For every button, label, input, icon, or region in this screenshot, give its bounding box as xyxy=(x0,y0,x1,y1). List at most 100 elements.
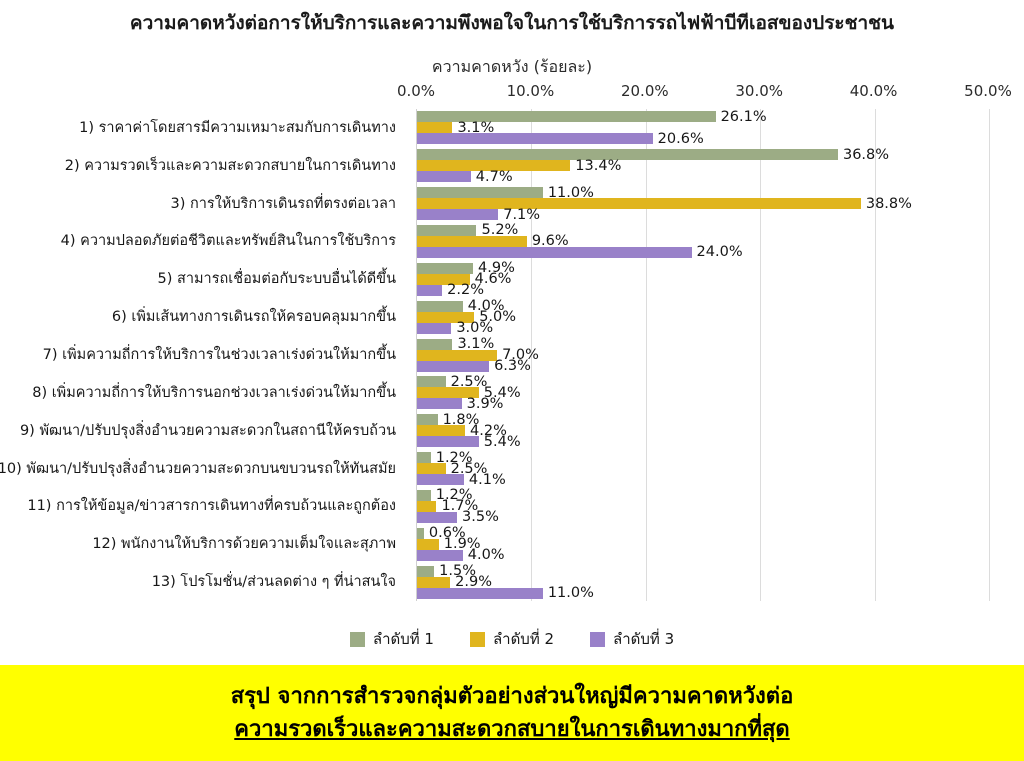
bar[interactable] xyxy=(417,149,838,161)
bar-row: 3.1% xyxy=(417,336,988,352)
bar-value-label: 2.5% xyxy=(450,373,488,390)
bar[interactable] xyxy=(417,273,470,285)
legend-swatch xyxy=(349,631,365,647)
bar-row: 0.6% xyxy=(417,525,988,541)
category-label: 12) พนักงานให้บริการด้วยความเต็มใจและสุภ… xyxy=(92,535,396,552)
bar[interactable] xyxy=(417,198,861,210)
bar[interactable] xyxy=(417,360,490,372)
bar-value-label: 38.8% xyxy=(865,195,912,212)
bar-value-label: 3.1% xyxy=(457,336,495,352)
bar[interactable] xyxy=(417,474,464,486)
summary-line-2: ความรวดเร็วและความสะดวกสบายในการเดินทางม… xyxy=(234,717,790,742)
bar[interactable] xyxy=(417,538,439,550)
bar-group: 1.2% 2.5% 4.1% xyxy=(417,449,988,488)
bar[interactable] xyxy=(417,376,446,388)
bar[interactable] xyxy=(417,565,435,577)
legend-item[interactable]: ลำดับที่ 1 xyxy=(349,627,434,651)
bar[interactable] xyxy=(417,463,446,475)
gridline xyxy=(989,109,990,601)
bar-row: 6.3% xyxy=(417,358,988,374)
bar-group: 11.0% 38.8% 7.1% xyxy=(417,184,988,223)
bar-group: 1.2% 1.7% 3.5% xyxy=(417,487,988,526)
bar[interactable] xyxy=(417,160,571,172)
chart-legend: ลำดับที่ 1 ลำดับที่ 2 ลำดับที่ 3 xyxy=(0,627,1024,651)
bar-value-label: 1.2% xyxy=(435,449,473,466)
legend-label: ลำดับที่ 1 xyxy=(372,630,434,648)
bar-group: 1.8% 4.2% 5.4% xyxy=(417,412,988,450)
bar-value-label: 11.0% xyxy=(547,184,594,201)
gridline xyxy=(645,109,647,601)
bar[interactable] xyxy=(417,511,458,523)
bar-row: 1.7% xyxy=(417,498,988,514)
bar-row: 11.0% xyxy=(417,585,988,602)
bar[interactable] xyxy=(417,224,477,236)
bar-row: 5.4% xyxy=(417,433,988,450)
category-label: 3) การให้บริการเดินรถที่ตรงต่อเวลา xyxy=(170,195,397,212)
category-label: 2) ความรวดเร็วและความสะดวกสบายในการเดินท… xyxy=(64,157,396,174)
bar-row: 2.9% xyxy=(417,574,988,590)
bar-group: 4.9% 4.6% 2.2% xyxy=(417,260,988,298)
bar[interactable] xyxy=(417,111,716,123)
bar[interactable] xyxy=(417,425,466,437)
bar-row: 24.0% xyxy=(417,244,988,260)
bar-row: 1.8% xyxy=(417,412,988,428)
bar[interactable] xyxy=(417,576,451,588)
bar-row: 3.9% xyxy=(417,396,988,412)
gridline xyxy=(760,109,762,601)
bar[interactable] xyxy=(417,500,437,512)
bar-row: 1.2% xyxy=(417,449,988,466)
chart-container: ความคาดหวังต่อการให้บริการและความพึงพอใจ… xyxy=(0,12,1024,651)
bar-value-label: 20.6% xyxy=(657,130,704,147)
bar-value-label: 5.0% xyxy=(479,309,517,326)
bar[interactable] xyxy=(417,489,431,501)
bar[interactable] xyxy=(417,284,443,296)
bar[interactable] xyxy=(417,398,462,410)
bar-row: 38.8% xyxy=(417,195,988,212)
bar-value-label: 4.6% xyxy=(474,271,512,288)
bar[interactable] xyxy=(417,414,438,426)
bar-value-label: 5.2% xyxy=(481,222,519,239)
bar[interactable] xyxy=(417,209,499,221)
x-tick-label: 0.0% xyxy=(396,82,436,100)
legend-item[interactable]: ลำดับที่ 3 xyxy=(590,627,674,651)
bar-value-label: 36.8% xyxy=(842,146,890,163)
bar[interactable] xyxy=(417,322,452,334)
bar[interactable] xyxy=(417,436,479,448)
legend-swatch xyxy=(590,631,606,647)
bar-row: 4.2% xyxy=(417,423,988,439)
bar-group: 4.0% 5.0% 3.0% xyxy=(417,298,988,336)
bar-value-label: 4.0% xyxy=(467,298,505,315)
bar[interactable] xyxy=(417,246,692,258)
bar-group: 1.5% 2.9% 11.0% xyxy=(417,563,988,602)
bar[interactable] xyxy=(417,133,653,145)
bar-value-label: 3.1% xyxy=(457,119,495,136)
bar[interactable] xyxy=(417,349,498,361)
bar-value-label: 11.0% xyxy=(547,585,594,602)
bar-row: 5.4% xyxy=(417,384,988,401)
bar[interactable] xyxy=(417,171,471,183)
bar[interactable] xyxy=(417,549,463,561)
bar[interactable] xyxy=(417,235,527,247)
bar-value-label: 4.9% xyxy=(478,260,515,277)
bar-row: 4.9% xyxy=(417,260,988,277)
bar[interactable] xyxy=(417,452,431,464)
bar-value-label: 5.4% xyxy=(483,433,521,450)
bar-row: 4.0% xyxy=(417,298,988,315)
bar[interactable] xyxy=(417,338,453,350)
bar[interactable] xyxy=(417,527,424,539)
bar[interactable] xyxy=(417,187,543,199)
legend-label: ลำดับที่ 2 xyxy=(492,630,555,648)
legend-item[interactable]: ลำดับที่ 2 xyxy=(469,627,555,651)
bar[interactable] xyxy=(417,122,453,134)
bar-row: 1.2% xyxy=(417,487,988,503)
bar-value-label: 3.5% xyxy=(462,509,499,526)
bar-value-label: 5.4% xyxy=(483,384,521,401)
bar-value-label: 6.3% xyxy=(494,358,531,374)
bar[interactable] xyxy=(417,387,479,399)
bar[interactable] xyxy=(417,300,463,312)
bar[interactable] xyxy=(417,262,474,274)
bar-row: 9.6% xyxy=(417,233,988,249)
bar[interactable] xyxy=(417,587,543,599)
bar[interactable] xyxy=(417,311,475,323)
bar-value-label: 1.9% xyxy=(443,536,481,553)
